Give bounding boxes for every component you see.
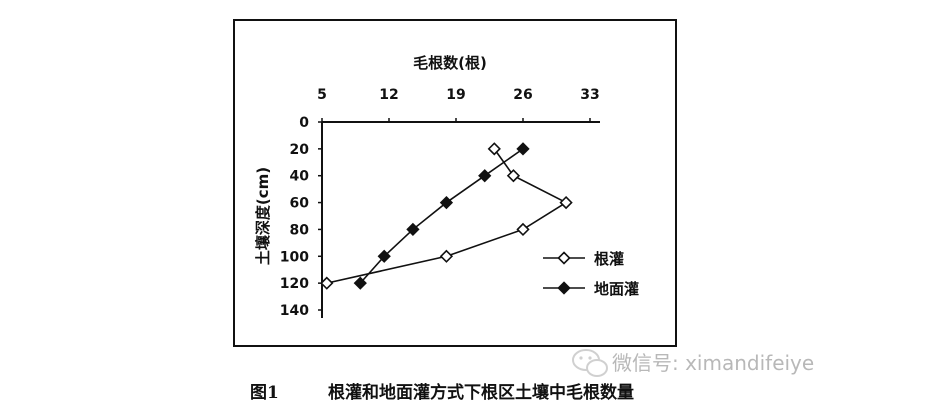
x-tick-label: 12 <box>379 87 398 103</box>
legend-label: 地面灌 <box>594 280 639 298</box>
caption-text: 根灌和地面灌方式下根区土壤中毛根数量 <box>328 382 634 403</box>
legend-item: 根灌 <box>543 250 624 268</box>
data-point <box>439 249 454 263</box>
y-tick-label: 60 <box>290 196 310 212</box>
y-axis-title: 土壤深度(cm) <box>254 167 272 265</box>
y-tick-label: 100 <box>280 249 309 265</box>
data-point <box>516 222 530 237</box>
legend-marker <box>557 251 571 265</box>
y-tick-label: 20 <box>290 142 310 158</box>
data-point <box>320 276 334 290</box>
axes: 5 12 19 26 33 0 20 40 60 80 100 120 140 <box>280 87 600 319</box>
data-point <box>506 169 521 183</box>
series-line <box>326 148 568 284</box>
legend-item: 地面灌 <box>543 280 639 298</box>
y-tick-label: 140 <box>280 303 309 319</box>
series-1 <box>320 142 573 290</box>
wechat-icon <box>572 349 608 377</box>
y-tick-label: 40 <box>290 169 310 185</box>
data-point <box>377 249 391 263</box>
x-axis-title: 毛根数(根) <box>413 54 487 72</box>
data-point <box>353 276 367 290</box>
data-point <box>516 142 530 156</box>
watermark: 微信号: ximandifeiye <box>572 349 814 377</box>
data-point <box>478 169 492 183</box>
legend-label: 根灌 <box>594 250 624 268</box>
chart-frame <box>233 19 677 347</box>
plot-area <box>320 142 573 290</box>
data-point <box>487 142 501 156</box>
x-tick-label: 26 <box>513 87 532 103</box>
x-tick-label: 33 <box>580 87 599 103</box>
y-tick-label: 80 <box>290 222 310 238</box>
legend-marker <box>557 281 571 295</box>
series-line <box>359 148 524 284</box>
data-point <box>559 195 573 210</box>
caption-label: 图1 <box>250 383 279 403</box>
watermark-text: 微信号: ximandifeiye <box>612 351 814 375</box>
y-tick-label: 0 <box>299 115 309 131</box>
data-point <box>406 222 420 237</box>
x-tick-label: 5 <box>317 87 327 103</box>
x-tick-label: 19 <box>446 87 465 103</box>
y-tick-label: 120 <box>280 276 309 292</box>
series-2 <box>353 142 530 290</box>
data-point <box>439 195 454 210</box>
